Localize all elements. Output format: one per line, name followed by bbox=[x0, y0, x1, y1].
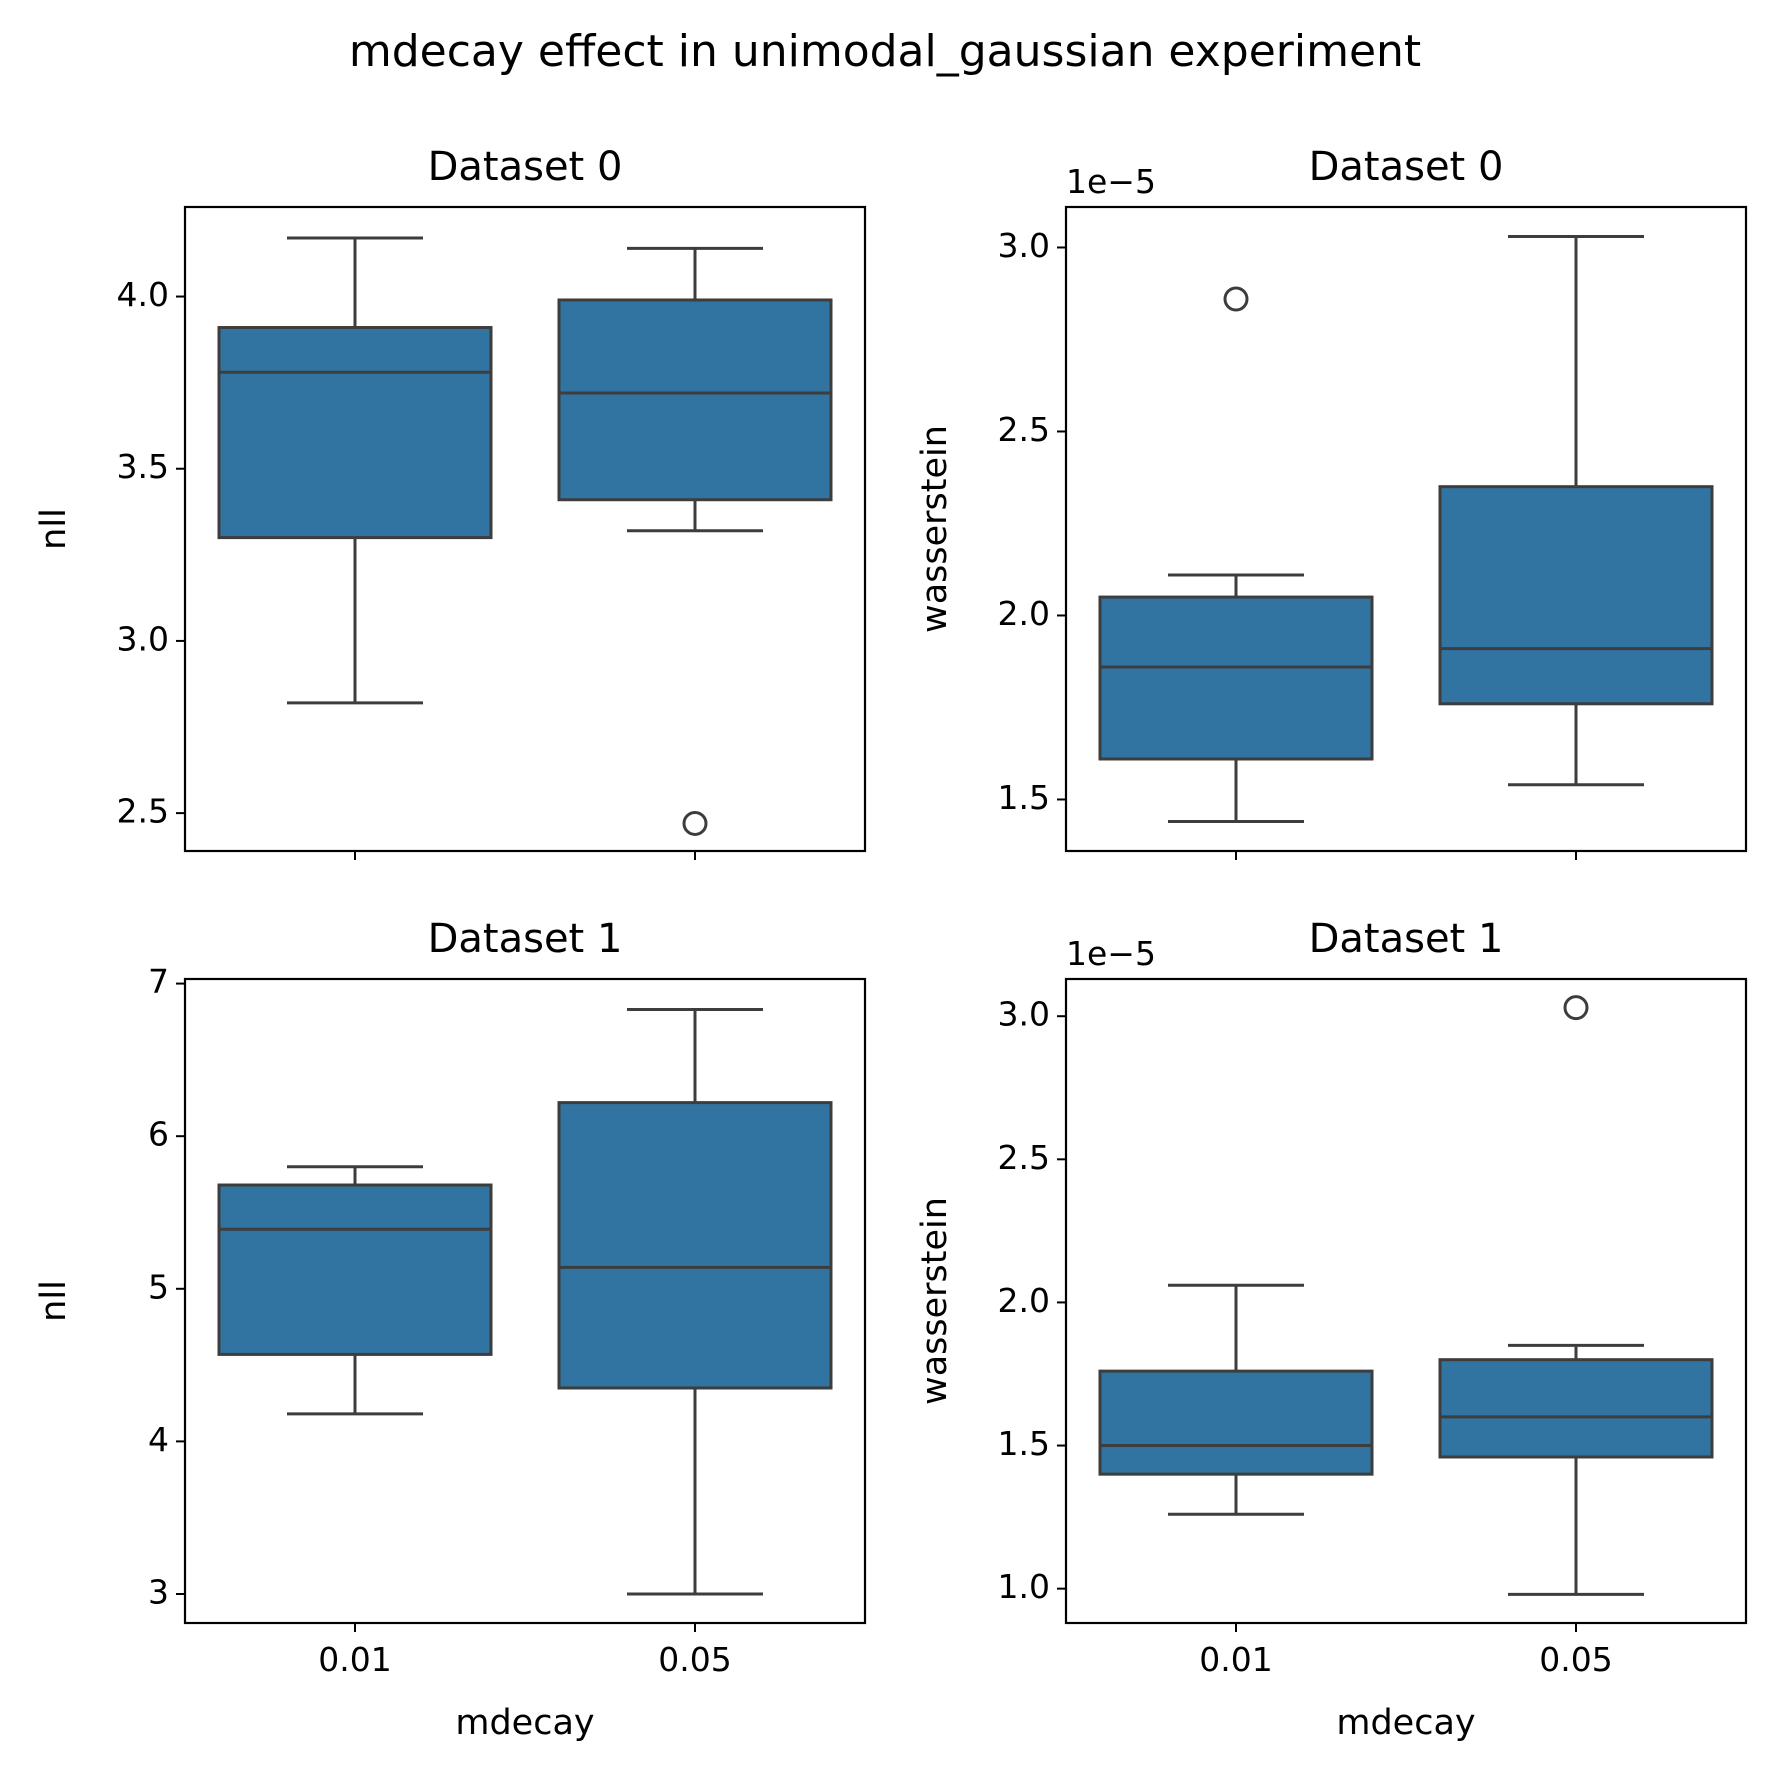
panel-title: Dataset 1 bbox=[428, 916, 623, 962]
box-0.05 bbox=[557, 246, 833, 836]
subplot-1: 1.5 2.0 2.5 3.0 Dataset 0 1e−5 wasserstein bbox=[915, 144, 1748, 860]
box-0.01 bbox=[1098, 1283, 1374, 1516]
y-tick-label: 3.0 bbox=[998, 226, 1050, 265]
box-0.01 bbox=[217, 1165, 493, 1416]
x-tick-label: 0.01 bbox=[1199, 1640, 1272, 1679]
y-tick-label: 6 bbox=[148, 1115, 169, 1154]
y-tick-label: 2.5 bbox=[998, 410, 1050, 449]
iqr-box bbox=[557, 298, 833, 502]
outlier-point bbox=[1223, 286, 1249, 312]
x-axis-label: mdecay bbox=[455, 1703, 594, 1743]
axes-frame bbox=[1064, 205, 1748, 853]
y-axis-label: wasserstein bbox=[915, 425, 955, 633]
y-tick-label: 5 bbox=[148, 1267, 169, 1306]
y-tick-label: 1.5 bbox=[998, 1424, 1050, 1463]
x-tick-label: 0.05 bbox=[658, 1640, 731, 1679]
y-axis-label: wasserstein bbox=[915, 1197, 955, 1405]
axes-frame bbox=[183, 977, 867, 1625]
iqr-box bbox=[1438, 485, 1714, 706]
y-tick-label: 2.5 bbox=[117, 792, 169, 831]
y-tick-label: 2.0 bbox=[998, 594, 1050, 633]
iqr-box bbox=[1098, 595, 1374, 761]
x-tick-label: 0.05 bbox=[1539, 1640, 1612, 1679]
x-tick-label: 0.01 bbox=[318, 1640, 391, 1679]
y-tick-label: 1.5 bbox=[998, 778, 1050, 817]
axes-frame bbox=[183, 205, 867, 853]
figure-title: mdecay effect in unimodal_gaussian exper… bbox=[348, 26, 1422, 77]
subplot-3: 1.0 1.5 2.0 2.5 3.0 0.01 0.05 Dataset 1 1e−5 wass… bbox=[915, 916, 1748, 1743]
y-axis-label: nll bbox=[34, 1280, 74, 1322]
panel-title: Dataset 1 bbox=[1309, 916, 1504, 962]
y-tick-label: 4 bbox=[148, 1420, 169, 1459]
y-tick-label: 3.0 bbox=[117, 619, 169, 658]
y-tick-label: 4.0 bbox=[117, 275, 169, 314]
outlier-point bbox=[1563, 995, 1589, 1021]
subplot-2: 3 4 5 6 7 0.01 0.05 Dataset 1 nll mdecay bbox=[34, 916, 867, 1743]
y-tick-label: 1.0 bbox=[998, 1567, 1050, 1606]
y-tick-label: 2.0 bbox=[998, 1281, 1050, 1320]
y-tick-label: 3 bbox=[148, 1573, 169, 1612]
iqr-box bbox=[1098, 1369, 1374, 1476]
axes-frame bbox=[1064, 977, 1748, 1625]
subplot-0: 2.5 3.0 3.5 4.0 Dataset 0 nll bbox=[34, 144, 867, 860]
panel-title: Dataset 0 bbox=[1309, 144, 1504, 190]
x-axis-label: mdecay bbox=[1336, 1703, 1475, 1743]
box-0.05 bbox=[557, 1008, 833, 1596]
panel-title: Dataset 0 bbox=[428, 144, 623, 190]
offset-text: 1e−5 bbox=[1066, 162, 1156, 201]
iqr-box bbox=[217, 326, 493, 540]
iqr-box bbox=[557, 1101, 833, 1390]
offset-text: 1e−5 bbox=[1066, 934, 1156, 973]
y-tick-label: 3.5 bbox=[117, 447, 169, 486]
box-0.05 bbox=[1438, 995, 1714, 1596]
iqr-box bbox=[217, 1183, 493, 1356]
box-0.01 bbox=[1098, 286, 1374, 824]
y-tick-label: 3.0 bbox=[998, 995, 1050, 1034]
outlier-point bbox=[682, 810, 708, 836]
y-axis-label: nll bbox=[34, 508, 74, 550]
box-0.01 bbox=[217, 236, 493, 705]
y-tick-label: 7 bbox=[148, 962, 169, 1001]
iqr-box bbox=[1438, 1358, 1714, 1459]
box-0.05 bbox=[1438, 234, 1714, 787]
y-tick-label: 2.5 bbox=[998, 1138, 1050, 1177]
